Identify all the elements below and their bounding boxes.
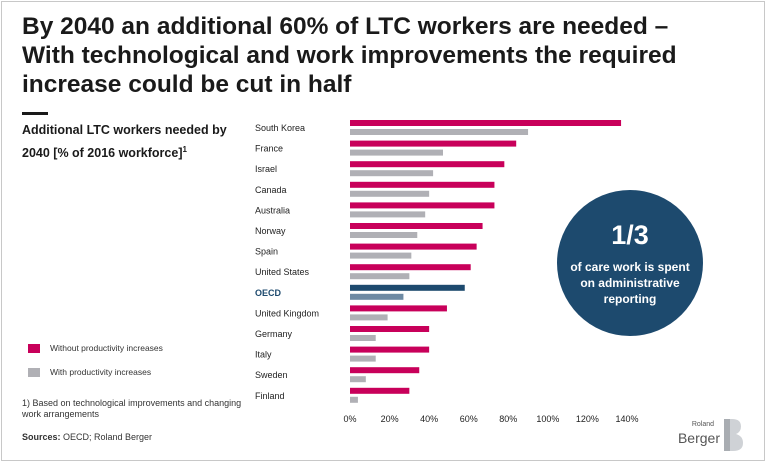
bar-without-productivity [350, 120, 622, 126]
category-label: Sweden [255, 370, 288, 380]
category-label: Israel [255, 164, 277, 174]
x-tick-label: 0% [343, 414, 356, 424]
bar-with-productivity [350, 335, 376, 341]
bar-without-productivity [350, 326, 430, 332]
x-tick-labels: 0% 20% 40% 60% 80% 100% 120% 140% [343, 414, 638, 424]
bar-with-productivity [350, 376, 366, 383]
roland-berger-logo: Roland Berger [672, 418, 744, 452]
category-label: Italy [255, 350, 272, 360]
bars [350, 120, 622, 403]
category-label: United States [255, 267, 310, 277]
bar-without-productivity [350, 346, 430, 353]
bar-without-productivity [350, 161, 505, 168]
sources-text: OECD; Roland Berger [60, 432, 153, 442]
bar-without-productivity [350, 367, 420, 374]
legend-swatch-with [28, 368, 40, 377]
legend-swatch-without [28, 344, 40, 353]
x-tick-label: 100% [536, 414, 559, 424]
logo-b-mark-icon [724, 419, 743, 451]
bar-without-productivity [350, 223, 483, 229]
category-label: Australia [255, 205, 290, 215]
bar-with-productivity [350, 396, 358, 403]
x-tick-label: 120% [576, 414, 599, 424]
legend-label-with: With productivity increases [50, 367, 152, 377]
x-tick-label: 140% [615, 414, 638, 424]
bar-with-productivity [350, 190, 430, 197]
bar-without-productivity [350, 181, 495, 188]
bar-without-productivity [350, 202, 495, 209]
x-tick-label: 20% [381, 414, 399, 424]
x-tick-label: 80% [499, 414, 517, 424]
category-label: Germany [255, 329, 293, 339]
category-label: Spain [255, 247, 278, 257]
x-tick-label: 60% [460, 414, 478, 424]
subtitle-text: Additional LTC workers needed by 2040 [%… [22, 123, 227, 161]
callout-text: of care work is spent on administrative … [570, 260, 690, 306]
logo-text-roland: Roland [691, 421, 714, 428]
category-label: Norway [255, 226, 286, 236]
sources-label: Sources: [22, 432, 61, 442]
category-label: Finland [255, 391, 285, 401]
callout-fraction: 1/3 [611, 220, 649, 250]
category-labels: South Korea France Israel Canada Australia No… [255, 123, 319, 401]
bar-without-productivity [350, 387, 410, 394]
logo-text-berger: Berger [677, 430, 720, 446]
category-label: United Kingdom [255, 308, 319, 318]
footnote: 1) Based on technological improvements a… [22, 398, 242, 419]
bar-without-productivity [350, 284, 465, 291]
bar-with-productivity [350, 232, 418, 238]
bar-without-productivity [350, 243, 477, 250]
bar-with-productivity [350, 170, 434, 177]
bar-with-productivity [350, 211, 426, 218]
x-tick-label: 40% [420, 414, 438, 424]
category-label: France [255, 144, 283, 154]
bar-without-productivity [350, 264, 471, 271]
bar-with-productivity [350, 252, 412, 259]
callout-circle: 1/3 of care work is spent on administrat… [557, 190, 703, 336]
chart-subtitle: Additional LTC workers needed by 2040 [%… [22, 120, 252, 163]
legend-label-without: Without productivity increases [50, 343, 163, 353]
sources: Sources: OECD; Roland Berger [22, 432, 152, 442]
page-title: By 2040 an additional 60% of LTC workers… [22, 13, 677, 98]
bar-with-productivity [350, 293, 404, 300]
category-label: Canada [255, 185, 287, 195]
bar-with-productivity [350, 273, 410, 280]
category-label: South Korea [255, 123, 305, 133]
bar-with-productivity [350, 355, 376, 362]
bar-with-productivity [350, 129, 529, 135]
category-label: OECD [255, 288, 282, 298]
title-rule [22, 112, 48, 115]
bar-with-productivity [350, 314, 388, 321]
bar-without-productivity [350, 140, 517, 147]
subtitle-footnote-mark: 1 [182, 145, 187, 154]
bar-with-productivity [350, 149, 443, 156]
bar-without-productivity [350, 305, 447, 312]
